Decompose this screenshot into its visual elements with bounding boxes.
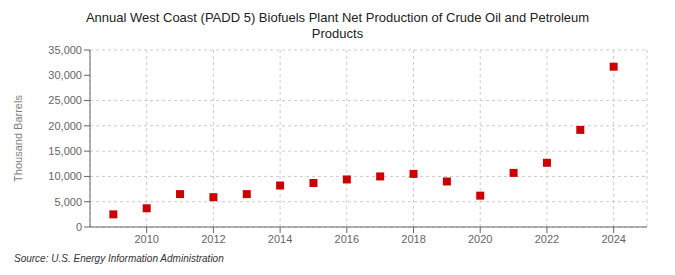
svg-text:0: 0	[76, 221, 82, 233]
svg-text:2014: 2014	[268, 233, 292, 245]
svg-text:15,000: 15,000	[48, 145, 82, 157]
svg-text:2012: 2012	[201, 233, 225, 245]
svg-text:2018: 2018	[401, 233, 425, 245]
svg-text:5,000: 5,000	[54, 196, 82, 208]
html-text:Products: Products	[311, 26, 364, 41]
svg-text:2022: 2022	[535, 233, 559, 245]
svg-text:35,000: 35,000	[48, 44, 82, 56]
svg-text:20,000: 20,000	[48, 120, 82, 132]
svg-text:10,000: 10,000	[48, 170, 82, 182]
svg-text:Thousand Barrels: Thousand Barrels	[12, 95, 24, 182]
svg-text:2016: 2016	[335, 233, 359, 245]
svg-text:2010: 2010	[134, 233, 158, 245]
svg-text:2024: 2024	[601, 233, 625, 245]
svg-text:25,000: 25,000	[48, 94, 82, 106]
html-text:Annual West Coast (PADD 5) Bio: Annual West Coast (PADD 5) Biofuels Plan…	[85, 10, 590, 25]
svg-text:2020: 2020	[468, 233, 492, 245]
svg-text:30,000: 30,000	[48, 69, 82, 81]
html-text:Source: U.S. Energy Informatio: Source: U.S. Energy Information Administ…	[14, 253, 224, 264]
